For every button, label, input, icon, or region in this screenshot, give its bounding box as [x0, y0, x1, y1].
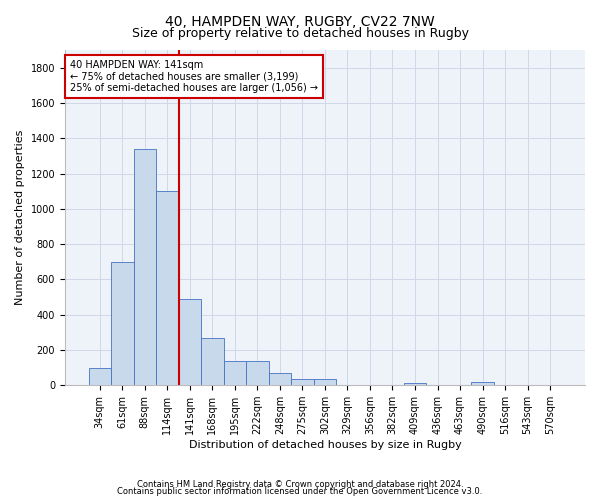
Bar — [201, 338, 224, 385]
Bar — [224, 362, 246, 385]
Bar — [111, 262, 134, 385]
Bar — [404, 382, 426, 385]
Bar — [89, 368, 111, 385]
X-axis label: Distribution of detached houses by size in Rugby: Distribution of detached houses by size … — [188, 440, 461, 450]
Bar — [269, 373, 291, 385]
Bar — [156, 191, 179, 385]
Bar — [246, 362, 269, 385]
Text: 40 HAMPDEN WAY: 141sqm
← 75% of detached houses are smaller (3,199)
25% of semi-: 40 HAMPDEN WAY: 141sqm ← 75% of detached… — [70, 60, 318, 94]
Text: 40, HAMPDEN WAY, RUGBY, CV22 7NW: 40, HAMPDEN WAY, RUGBY, CV22 7NW — [165, 15, 435, 29]
Y-axis label: Number of detached properties: Number of detached properties — [15, 130, 25, 306]
Text: Contains public sector information licensed under the Open Government Licence v3: Contains public sector information licen… — [118, 488, 482, 496]
Bar — [471, 382, 494, 385]
Text: Contains HM Land Registry data © Crown copyright and database right 2024.: Contains HM Land Registry data © Crown c… — [137, 480, 463, 489]
Bar — [291, 379, 314, 385]
Bar — [314, 379, 336, 385]
Text: Size of property relative to detached houses in Rugby: Size of property relative to detached ho… — [131, 28, 469, 40]
Bar — [179, 299, 201, 385]
Bar — [134, 149, 156, 385]
